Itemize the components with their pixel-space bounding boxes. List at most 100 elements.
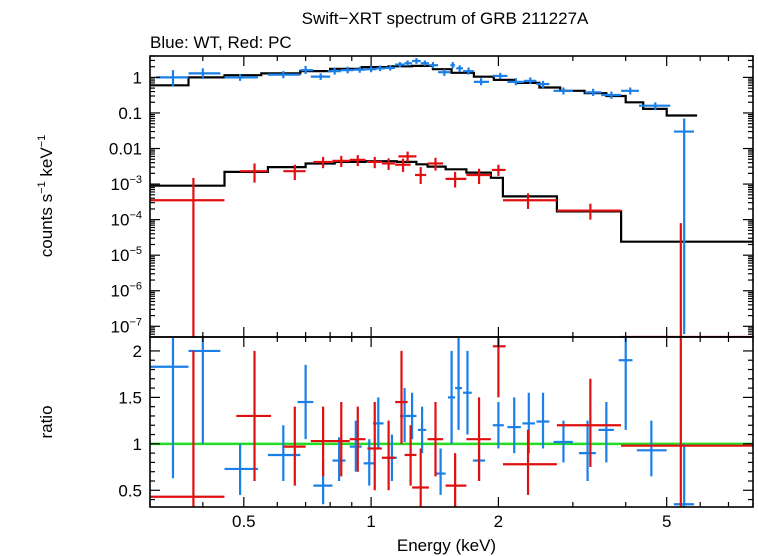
y-tick-label: 10−3 (111, 174, 142, 194)
spectrum-wt-point (621, 87, 639, 95)
spectrum-wt-point (404, 60, 413, 66)
spectrum-wt-point (365, 66, 377, 73)
spectrum-pc-point (466, 168, 491, 185)
ratio-pc-point (427, 402, 444, 477)
spectrum-wt-point (341, 66, 354, 74)
model-wt-line (150, 64, 698, 117)
spectrum-pc-point (621, 223, 753, 337)
spectrum-wt-point (385, 65, 396, 71)
ratio-pc-point (236, 350, 272, 481)
ratio-pc-point (445, 453, 467, 507)
ratio-wt-point (417, 406, 427, 454)
spectrum-wt-point (353, 66, 366, 73)
ratio-wt-point (507, 397, 521, 454)
spectrum-wt-point (601, 91, 622, 99)
ratio-pc-point (150, 350, 225, 507)
x-tick-label: 1 (366, 512, 375, 531)
spectrum-wt-point (584, 88, 602, 96)
x-axis-label: Energy (keV) (397, 536, 496, 555)
y-tick-label: 10−4 (111, 210, 142, 230)
chart-title: Swift−XRT spectrum of GRB 211227A (302, 9, 589, 28)
spectrum-pc-point (556, 203, 622, 220)
ratio-wt-point (363, 439, 375, 486)
spectrum-wt-point (327, 67, 342, 75)
spectrum-wt-point (536, 80, 550, 89)
ratio-wt-point (598, 402, 614, 463)
spectrum-pc-point (491, 164, 506, 176)
spectrum-wt-point (553, 87, 573, 95)
x-tick-label: 5 (662, 512, 671, 531)
spectrum-pc-point (313, 156, 333, 169)
spectrum-pc-point (367, 156, 382, 169)
ratio-pc-point (349, 406, 366, 472)
spectrum-pc-point (502, 193, 557, 209)
spectrum-pc-point (283, 164, 306, 181)
ratio-pc-point (310, 406, 335, 477)
spectrum-wt-point (473, 78, 489, 86)
spectrum-pc-point (445, 171, 467, 188)
spectrum-wt-point (395, 62, 405, 68)
spectrum-wt-point (463, 67, 474, 75)
spectrum-wt-point (300, 65, 314, 74)
spectrum-wt-point (428, 62, 439, 69)
spectrum-wt-point (420, 60, 429, 66)
ratio-pc-point (404, 425, 417, 486)
spectrum-pc-point (415, 167, 427, 185)
ratio-wt-point (578, 420, 596, 481)
spectrum-wt-point (412, 58, 421, 64)
ratio-panel (150, 337, 753, 507)
spectrum-wt-point (310, 73, 331, 80)
ratio-wt-point (349, 420, 362, 472)
spectrum-pc-point (240, 163, 268, 183)
spectrum-pc-point (427, 157, 444, 171)
ratio-pc-point (621, 337, 753, 507)
model-pc-line (150, 160, 753, 243)
spectrum-frame (149, 55, 754, 338)
spectrum-wt-point (456, 65, 464, 73)
ratio-y-tick-label: 2 (133, 342, 142, 361)
ratio-wt-point (636, 420, 667, 477)
ratio-wt-point (618, 337, 633, 430)
chart-subtitle: Blue: WT, Red: PC (150, 33, 292, 52)
y-axis-label: counts s−1 keV−1 (36, 135, 56, 257)
spectrum-wt-point (438, 69, 451, 76)
spectrum-wt-point (673, 118, 694, 335)
ratio-wt-point (407, 392, 417, 440)
spectrum-wt-point (156, 70, 189, 87)
ratio-wt-point (332, 437, 346, 481)
ratio-wt-point (673, 443, 694, 507)
y-tick-label: 10−5 (111, 245, 142, 265)
ratio-y-axis-label: ratio (37, 405, 56, 438)
spectrum-wt-point (638, 102, 671, 111)
ratio-frame (149, 336, 754, 508)
ratio-wt-point (297, 364, 314, 440)
ratio-pc-point (502, 429, 557, 495)
spectrum-wt-point (524, 77, 537, 85)
ratio-wt-point (455, 337, 462, 430)
ratio-pc-point (381, 420, 396, 491)
spectrum-wt-point (267, 71, 301, 79)
ratio-pc-point (395, 350, 408, 444)
ratio-wt-point (492, 402, 504, 449)
ratio-pc-point (367, 402, 382, 491)
spectrum-pc-point (332, 155, 350, 168)
ratio-pc-point (332, 402, 350, 477)
ratio-pc-point (466, 397, 491, 481)
spectrum-pc-point (398, 151, 417, 162)
ratio-y-tick-label: 1.5 (118, 388, 142, 407)
spectrum-wt-point (376, 65, 386, 72)
spectrum-wt-point (507, 78, 525, 86)
ratio-wt-point (448, 350, 456, 444)
spectrum-pc-point (381, 158, 396, 170)
ratio-pc-point (556, 378, 622, 468)
spectrum-pc-point (349, 155, 366, 167)
y-tick-label: 1 (133, 68, 142, 87)
ratio-wt-point (150, 337, 189, 479)
spectrum-pc-point (150, 177, 225, 337)
ratio-wt-point (536, 392, 550, 449)
y-tick-label: 10−6 (111, 281, 142, 301)
ratio-pc-point (412, 448, 429, 507)
ratio-pc-point (283, 406, 306, 486)
